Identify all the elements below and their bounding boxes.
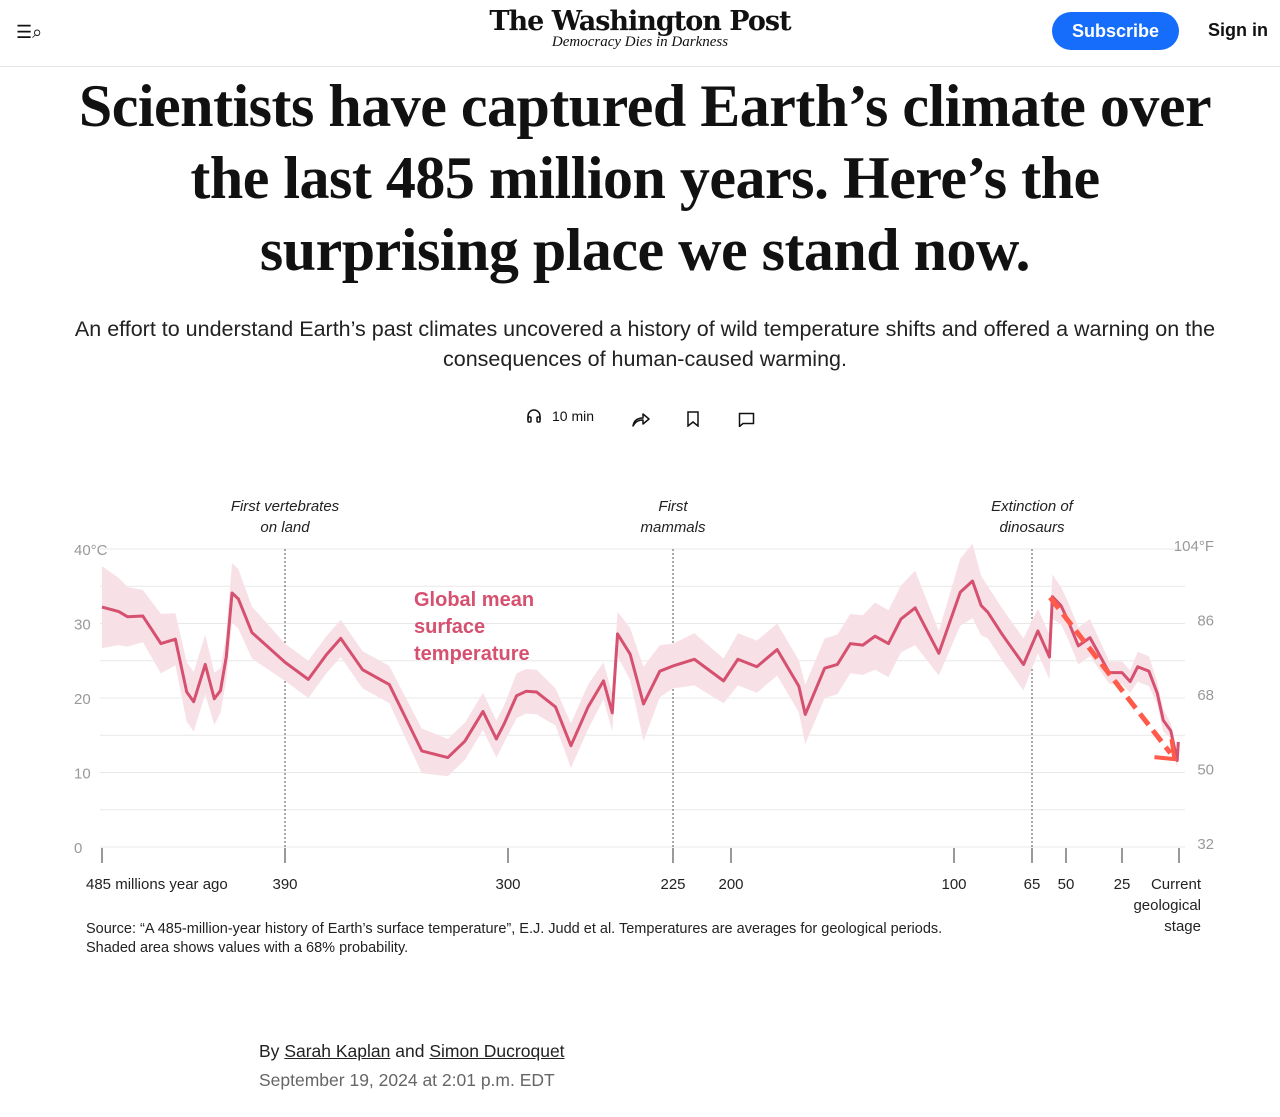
article-tools: 10 min bbox=[0, 408, 1280, 434]
y-tick-label-right: 86 bbox=[1197, 613, 1214, 630]
y-tick-label-right: 104°F bbox=[1174, 538, 1214, 555]
x-tick-label: 25 bbox=[1114, 876, 1131, 893]
temperature-chart: 0 10 20 30 40°C 32 50 68 86 104°F First vertebrate… bbox=[0, 490, 1280, 950]
author-link[interactable]: Simon Ducroquet bbox=[429, 1041, 565, 1061]
byline: By Sarah Kaplan and Simon Ducroquet bbox=[259, 1041, 565, 1062]
subscribe-button[interactable]: Subscribe bbox=[1052, 12, 1179, 50]
trend-arrow-head bbox=[1154, 738, 1177, 762]
x-tick-label: 100 bbox=[941, 876, 966, 893]
y-tick-label-right: 32 bbox=[1197, 836, 1214, 853]
listen-button[interactable]: 10 min bbox=[526, 408, 594, 424]
y-tick-label-right: 68 bbox=[1197, 687, 1214, 704]
event-label: on land bbox=[260, 519, 310, 536]
top-nav: ☰⌕ The Washington Post Democracy Dies in… bbox=[0, 0, 1280, 67]
y-tick-label-left: 30 bbox=[74, 617, 91, 634]
bookmark-icon[interactable] bbox=[686, 411, 700, 427]
publish-date: September 19, 2024 at 2:01 p.m. EDT bbox=[259, 1070, 555, 1090]
byline-prefix: By bbox=[259, 1041, 280, 1061]
chart-svg: 0 10 20 30 40°C 32 50 68 86 104°F First vertebrate… bbox=[74, 498, 1214, 935]
x-tick-label: Current bbox=[1151, 876, 1202, 893]
trend-arrow bbox=[1048, 595, 1173, 755]
y-tick-label-left: 10 bbox=[74, 766, 91, 783]
byline-and: and bbox=[395, 1041, 425, 1061]
comment-icon[interactable] bbox=[738, 412, 755, 427]
headphones-icon bbox=[527, 409, 541, 423]
logo-name: The Washington Post bbox=[489, 6, 791, 37]
share-icon[interactable] bbox=[631, 410, 651, 428]
x-tick-label: 200 bbox=[718, 876, 743, 893]
x-tick-label: geological bbox=[1133, 897, 1201, 914]
uncertainty-band bbox=[102, 543, 1179, 777]
event-label: First vertebrates bbox=[231, 498, 340, 515]
menu-search-icon[interactable]: ☰⌕ bbox=[16, 22, 43, 42]
y-tick-label-right: 50 bbox=[1197, 762, 1214, 779]
x-tick-label: 225 bbox=[660, 876, 685, 893]
author-link[interactable]: Sarah Kaplan bbox=[284, 1041, 391, 1061]
y-tick-label-left: 20 bbox=[74, 691, 91, 708]
event-label: Extinction of bbox=[991, 498, 1075, 515]
headline: Scientists have captured Earth’s climate… bbox=[78, 73, 1212, 283]
x-tick-label: 65 bbox=[1024, 876, 1041, 893]
logo[interactable]: The Washington Post Democracy Dies in Da… bbox=[0, 6, 1280, 51]
event-label: First bbox=[658, 498, 688, 515]
logo-tagline: Democracy Dies in Darkness bbox=[551, 34, 729, 50]
event-label: dinosaurs bbox=[999, 519, 1065, 536]
listen-duration: 10 min bbox=[552, 408, 595, 424]
event-label: mammals bbox=[640, 519, 706, 536]
chart-source: Source: “A 485-million-year history of E… bbox=[86, 921, 943, 956]
x-tick-label: 300 bbox=[495, 876, 520, 893]
x-tick-label: 50 bbox=[1058, 876, 1075, 893]
series-label: Global mean surface temperature bbox=[414, 589, 535, 665]
y-tick-label-left: 40°C bbox=[74, 542, 108, 559]
dek: An effort to understand Earth’s past cli… bbox=[74, 317, 1216, 371]
x-tick-label: 485 millions year ago bbox=[86, 876, 228, 893]
x-tick-label: stage bbox=[1164, 918, 1201, 935]
x-tick-label: 390 bbox=[272, 876, 297, 893]
y-tick-label-left: 0 bbox=[74, 840, 82, 857]
sign-in-link[interactable]: Sign in bbox=[1208, 20, 1268, 40]
